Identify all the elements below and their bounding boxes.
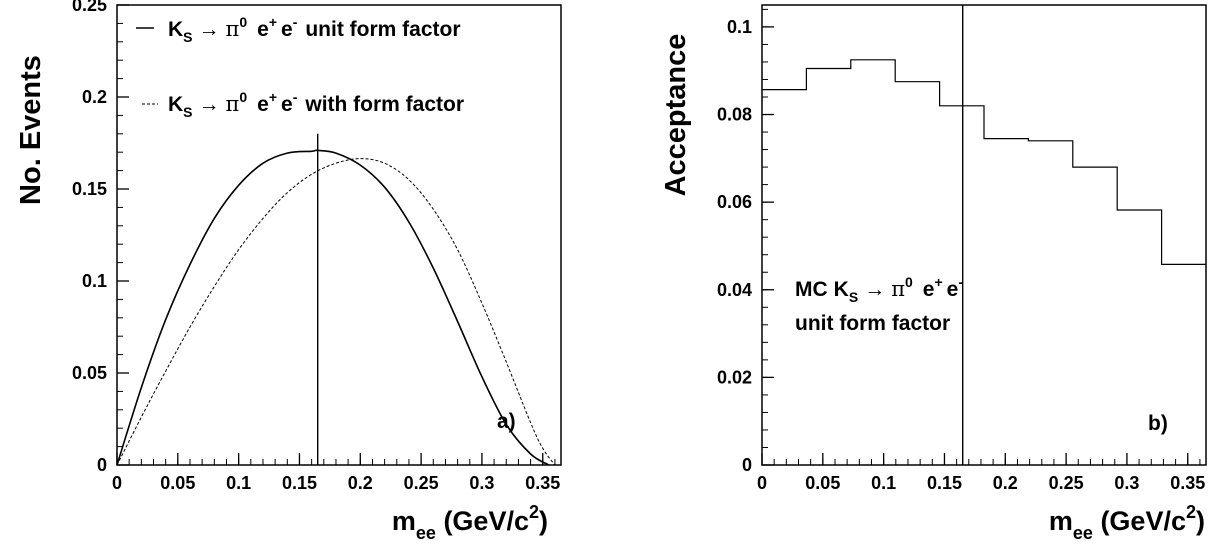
panel-b-x-tick-label: 0.15 — [927, 473, 962, 493]
panel-b-x-tick-label: 0.2 — [993, 473, 1018, 493]
panel-a-x-tick-label: 0.25 — [404, 473, 439, 493]
panel-b-x-tick-label: 0 — [757, 473, 767, 493]
panel-a-y-tick-label: 0.2 — [82, 87, 107, 107]
panel-b-ticks: 0 0.05 0.1 0.15 0.2 0.25 0.3 0.35 0 0.02 0.04 0.06 0… — [717, 8, 1205, 493]
panel-a-x-axis-label-main: m — [392, 506, 416, 536]
panel-b-x-axis-label-main: m — [1049, 506, 1073, 536]
legend-entry-with-form-factor: KS → π0 e+ e-with form factor — [168, 89, 464, 120]
panel-b-y-tick-label: 0.04 — [717, 280, 752, 300]
panel-a-series-unit-form-factor — [116, 149, 550, 466]
panel-b-annotation: MC KS → π0 e+ e- unit form factor — [795, 274, 963, 335]
panel-a-x-tick-label: 0.35 — [525, 473, 560, 493]
panel-b-y-tick-label: 0.02 — [717, 367, 752, 387]
panel-b-x-tick-label: 0.25 — [1049, 473, 1084, 493]
panel-a-y-tick-label: 0.15 — [72, 179, 107, 199]
panel-b-acceptance-chart: 0 0.05 0.1 0.15 0.2 0.25 0.3 0.35 0 0.02 0.04 0.06 0… — [660, 4, 1207, 543]
panel-b-y-tick-label: 0.08 — [717, 105, 752, 125]
legend-entry-unit-form-factor: KS → π0 e+ e-unit form factor — [168, 14, 461, 45]
panel-b-x-tick-label: 0.1 — [871, 473, 896, 493]
panel-a-series-with-form-factor — [116, 158, 556, 466]
panel-b-y-tick-label: 0.1 — [727, 17, 752, 37]
panel-a-y-tick-label: 0.25 — [72, 0, 107, 15]
panel-b-y-tick-label: 0.06 — [717, 192, 752, 212]
panel-a-x-axis-label-unit-close: ) — [539, 506, 548, 536]
panel-b-x-tick-label: 0.35 — [1170, 473, 1205, 493]
panel-a-x-axis-label-unit-exp: 2 — [529, 502, 539, 522]
panel-a-x-tick-label: 0.3 — [469, 473, 494, 493]
panel-a-y-axis-label: No. Events — [15, 55, 47, 205]
panel-a-x-axis-label: mee (GeV/c2) — [392, 502, 548, 543]
annotation-decay: MC KS → π0 e+ e- — [795, 274, 963, 305]
panel-a-y-tick-label: 0 — [97, 455, 107, 475]
panel-b-x-axis-label: mee (GeV/c2) — [1049, 502, 1205, 543]
panel-a-x-axis-label-unit: (GeV/c — [436, 506, 529, 536]
panel-a-x-tick-label: 0.15 — [282, 473, 317, 493]
panel-a-x-axis-label-sub: ee — [416, 523, 436, 543]
panel-b-x-axis-label-sub: ee — [1073, 523, 1093, 543]
panel-b-x-tick-label: 0.05 — [805, 473, 840, 493]
panel-a-ticks: 0 0.05 0.1 0.15 0.2 0.25 0.3 0.35 0 0.05 0.1 0.15 0.… — [72, 0, 560, 493]
panel-b-x-tick-label: 0.3 — [1114, 473, 1139, 493]
panel-a-plot-frame — [116, 4, 562, 466]
panel-b-x-axis-label-unit-close: ) — [1196, 506, 1205, 536]
panel-a-x-tick-label: 0 — [112, 473, 122, 493]
panel-a-x-tick-label: 0.2 — [348, 473, 373, 493]
panel-b-y-axis-label: Acceptance — [660, 34, 692, 197]
panel-a-events-chart: 0 0.05 0.1 0.15 0.2 0.25 0.3 0.35 0 0.05 0.1 0.15 0.… — [15, 0, 562, 543]
panel-b-acceptance-histogram — [762, 59, 1206, 265]
panel-a-label: a) — [497, 410, 516, 433]
panel-b-y-tick-label: 0 — [742, 455, 752, 475]
panel-b-plot-frame — [761, 4, 1207, 466]
panel-a-x-tick-label: 0.05 — [160, 473, 195, 493]
panel-a-y-tick-label: 0.1 — [82, 271, 107, 291]
panel-b-x-axis-label-unit: (GeV/c — [1093, 506, 1186, 536]
annotation-unit-form-factor: unit form factor — [795, 312, 950, 335]
panel-b-x-axis-label-unit-exp: 2 — [1186, 502, 1196, 522]
panel-a-y-tick-label: 0.05 — [72, 363, 107, 383]
panel-b-label: b) — [1148, 412, 1168, 435]
panel-a-x-tick-label: 0.1 — [226, 473, 251, 493]
panel-a-legend: KS → π0 e+ e-unit form factor KS → π0 e+ e-with … — [136, 14, 464, 120]
